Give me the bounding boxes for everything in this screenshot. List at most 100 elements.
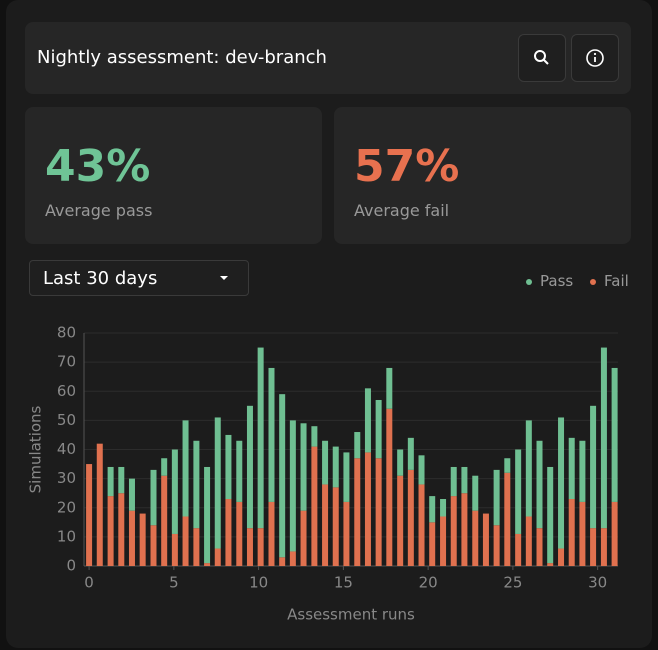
stat-value: 43% [45,141,151,192]
header-title: Nightly assessment: dev-branch [37,47,327,68]
bar-segment [364,452,371,566]
y-tick-label: 0 [66,557,76,575]
bar-segment [375,458,382,566]
bar-segment [214,417,221,549]
stat-value: 57% [354,141,460,192]
bar-segment [128,478,135,511]
bar-segment [139,513,146,566]
y-tick-label: 10 [57,527,76,545]
bar-segment [96,443,103,566]
legend-item: Pass [526,272,573,290]
bar-segment [289,420,296,552]
search-button[interactable] [518,34,566,82]
bar-segment [332,487,339,566]
bar-segment [257,347,264,529]
bar-segment [268,367,275,502]
stat-label: Average fail [354,201,450,220]
bar-segment [161,475,168,566]
bar-segment [171,449,178,534]
y-tick-label: 70 [57,353,76,371]
bar-segment [558,417,565,549]
bar-segment [150,469,157,526]
y-tick-label: 30 [57,469,76,487]
bar-segment [386,408,393,566]
bar-segment [225,434,232,500]
bar-segment [407,437,414,470]
bar-segment [418,484,425,566]
bar-segment [568,437,575,500]
dropdown-label: Last 30 days [43,268,158,289]
bar-segment [450,496,457,566]
info-button[interactable] [571,34,619,82]
bar-segment [504,458,511,473]
bar-segment [182,516,189,566]
bar-segment [440,499,447,517]
bar-segment [279,394,286,558]
bar-segment [311,426,318,447]
legend-dot [590,278,596,285]
dropdown-caret [220,276,228,280]
bar-segment [525,420,532,517]
chart: 0 10 20 30 40 50 60 70 80 0 5 10 15 20 25 30 Assessment … [27,324,618,624]
x-tick-label: 10 [249,574,268,592]
bar-segment [311,446,318,566]
x-tick-label: 5 [169,574,179,592]
legend-label: Pass [540,272,574,290]
bar-segment [397,449,404,476]
bar-segment [204,466,211,564]
bar-segment [118,466,125,494]
bar-segment [504,472,511,566]
bar-segment [364,388,371,453]
bar-segment [407,469,414,566]
bar-segment [600,347,607,529]
bar-segment [300,510,307,566]
fail-card: 57% Average fail [334,107,631,244]
pass-card: 43% Average pass [25,107,322,244]
bar-segment [536,528,543,566]
x-tick-label: 30 [588,574,607,592]
bar-segment [193,440,200,529]
bar-segment [547,466,554,564]
bar-segment [429,496,436,523]
legend-dot [526,278,532,285]
bar-segment [590,405,597,529]
range-dropdown[interactable]: Last 30 days [29,260,249,296]
bar-segment [354,458,361,566]
bar-segment [579,501,586,566]
bar-segment [193,528,200,566]
bar-segment [472,475,479,511]
info-icon [586,49,604,67]
bar-segment [300,423,307,511]
bar-segment [268,501,275,566]
bar-segment [225,499,232,566]
y-tick-label: 80 [57,324,76,342]
bar-segment [107,466,114,497]
bar-segment [482,513,489,566]
bar-segment [161,458,168,476]
bar-segment [461,493,468,566]
bar-segment [525,516,532,566]
x-tick-label: 25 [503,574,522,592]
bar-segment [429,522,436,566]
bar-segment [128,510,135,566]
bar-segment [547,563,554,566]
y-tick-label: 20 [57,498,76,516]
header: Nightly assessment: dev-branch [25,22,631,94]
bar-segment [558,548,565,566]
y-tick-label: 60 [57,382,76,400]
stat-label: Average pass [45,201,153,220]
bar-segment [343,501,350,566]
bar-segment [246,405,253,529]
bar-segment [118,493,125,566]
legend-item: Fail [590,272,629,290]
bar-segment [322,440,329,485]
bar-segment [515,533,522,566]
bar-segment [107,496,114,566]
bar-segment [332,446,339,488]
bar-segment [418,455,425,485]
x-tick-label: 20 [419,574,438,592]
bar-segment [204,563,211,566]
bar-segment [171,533,178,566]
bar-segment [354,432,361,459]
